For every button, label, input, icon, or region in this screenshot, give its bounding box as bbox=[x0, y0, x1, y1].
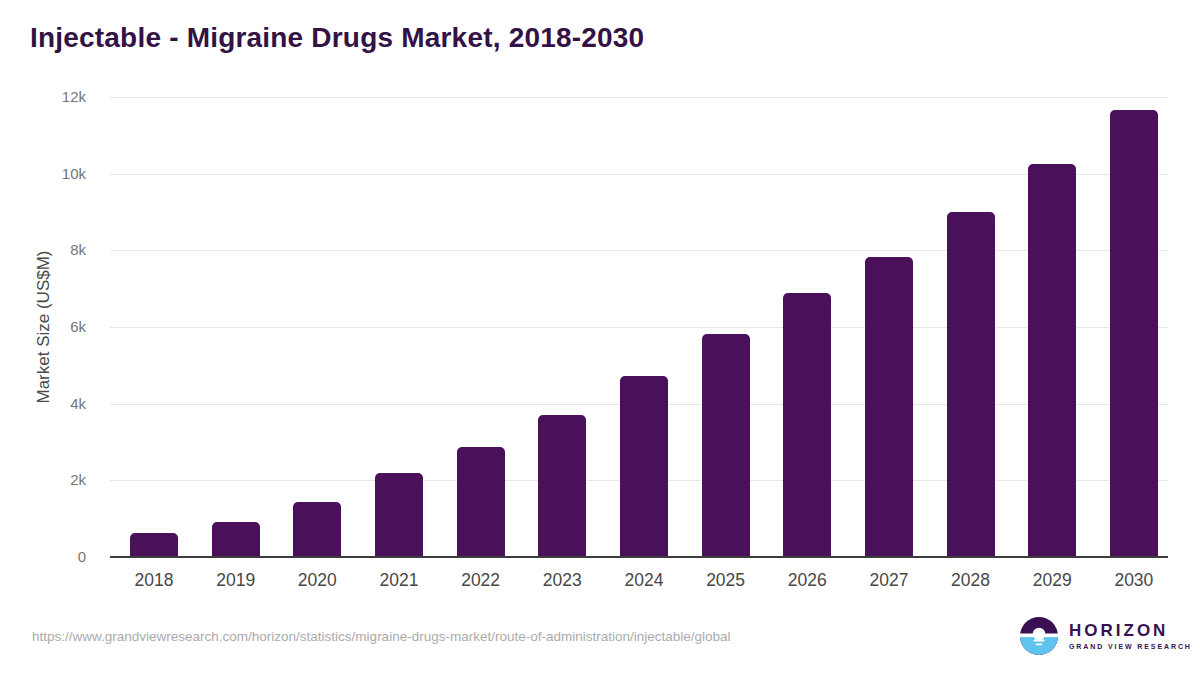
x-tick-label: 2029 bbox=[1028, 567, 1076, 593]
x-tick-label: 2021 bbox=[375, 567, 423, 593]
brand-subtext: GRAND VIEW RESEARCH bbox=[1069, 642, 1192, 651]
y-tick-label: 2k bbox=[6, 471, 86, 489]
bar-2018 bbox=[130, 533, 178, 557]
bar-2030 bbox=[1110, 110, 1158, 557]
x-axis-line bbox=[110, 556, 1168, 558]
x-tick-label: 2030 bbox=[1110, 567, 1158, 593]
bar-2029 bbox=[1028, 164, 1076, 557]
chart-title: Injectable - Migraine Drugs Market, 2018… bbox=[30, 22, 644, 54]
y-tick-label: 6k bbox=[6, 318, 86, 336]
bar-2027 bbox=[865, 257, 913, 557]
x-tick-label: 2028 bbox=[947, 567, 995, 593]
brand-name: HORIZON bbox=[1069, 622, 1192, 640]
brand-text: HORIZON GRAND VIEW RESEARCH bbox=[1069, 622, 1192, 651]
bar-2026 bbox=[783, 293, 831, 557]
bar-2022 bbox=[457, 447, 505, 557]
x-tick-label: 2019 bbox=[212, 567, 260, 593]
bar-2024 bbox=[620, 376, 668, 557]
x-tick-label: 2018 bbox=[130, 567, 178, 593]
y-axis-tick-labels: 02k4k6k8k10k12k bbox=[0, 97, 100, 557]
x-tick-label: 2022 bbox=[457, 567, 505, 593]
bars-row bbox=[110, 97, 1168, 557]
x-axis-tick-labels: 2018 2019 2020 2021 2022 2023 2024 2025 2026 2027… bbox=[110, 567, 1168, 593]
plot-area bbox=[110, 97, 1168, 557]
y-tick-label: 4k bbox=[6, 395, 86, 413]
bar-2019 bbox=[212, 522, 260, 557]
bar-2025 bbox=[702, 334, 750, 557]
y-tick-label: 8k bbox=[6, 241, 86, 259]
y-tick-label: 10k bbox=[6, 165, 86, 183]
bar-2028 bbox=[947, 212, 995, 557]
y-tick-label: 12k bbox=[6, 88, 86, 106]
x-tick-label: 2020 bbox=[293, 567, 341, 593]
bar-2020 bbox=[293, 502, 341, 557]
horizon-logo-icon bbox=[1020, 617, 1058, 655]
bar-2023 bbox=[538, 415, 586, 557]
chart-card: Injectable - Migraine Drugs Market, 2018… bbox=[0, 0, 1200, 675]
brand-logo: HORIZON GRAND VIEW RESEARCH bbox=[1020, 617, 1192, 655]
bar-2021 bbox=[375, 473, 423, 557]
source-url: https://www.grandviewresearch.com/horizo… bbox=[32, 629, 731, 644]
x-tick-label: 2027 bbox=[865, 567, 913, 593]
x-tick-label: 2026 bbox=[783, 567, 831, 593]
x-tick-label: 2024 bbox=[620, 567, 668, 593]
x-tick-label: 2025 bbox=[702, 567, 750, 593]
y-tick-label: 0 bbox=[6, 548, 86, 566]
x-tick-label: 2023 bbox=[538, 567, 586, 593]
